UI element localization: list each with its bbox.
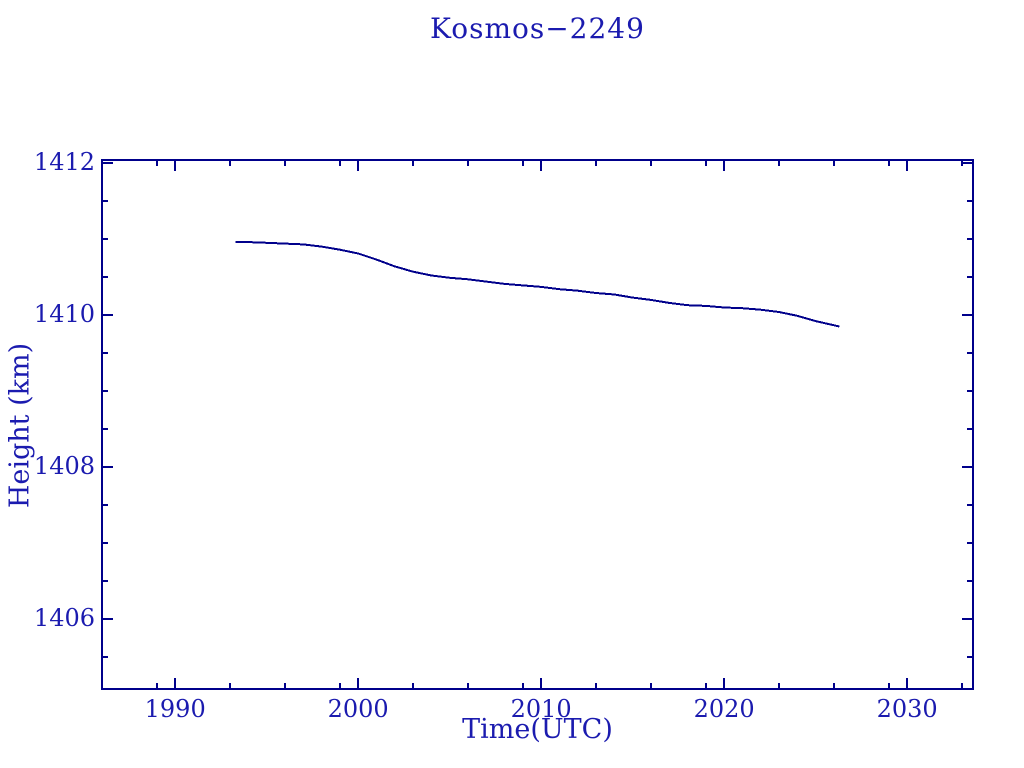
y-tick-label: 1412 (33, 148, 95, 177)
x-tick-label: 2000 (327, 695, 389, 723)
x-tick-label: 2010 (510, 695, 572, 723)
plot-frame (101, 159, 974, 690)
chart-title: Kosmos−2249 (430, 12, 645, 45)
y-tick-label: 1410 (33, 300, 95, 329)
y-tick-label: 1408 (33, 452, 95, 481)
y-tick-label: 1406 (33, 604, 95, 633)
x-axis-label: Time(UTC) (462, 714, 613, 745)
x-tick-label: 1990 (144, 695, 206, 723)
data-line (235, 241, 840, 328)
x-tick-label: 2030 (876, 695, 938, 723)
x-tick-label: 2020 (693, 695, 755, 723)
